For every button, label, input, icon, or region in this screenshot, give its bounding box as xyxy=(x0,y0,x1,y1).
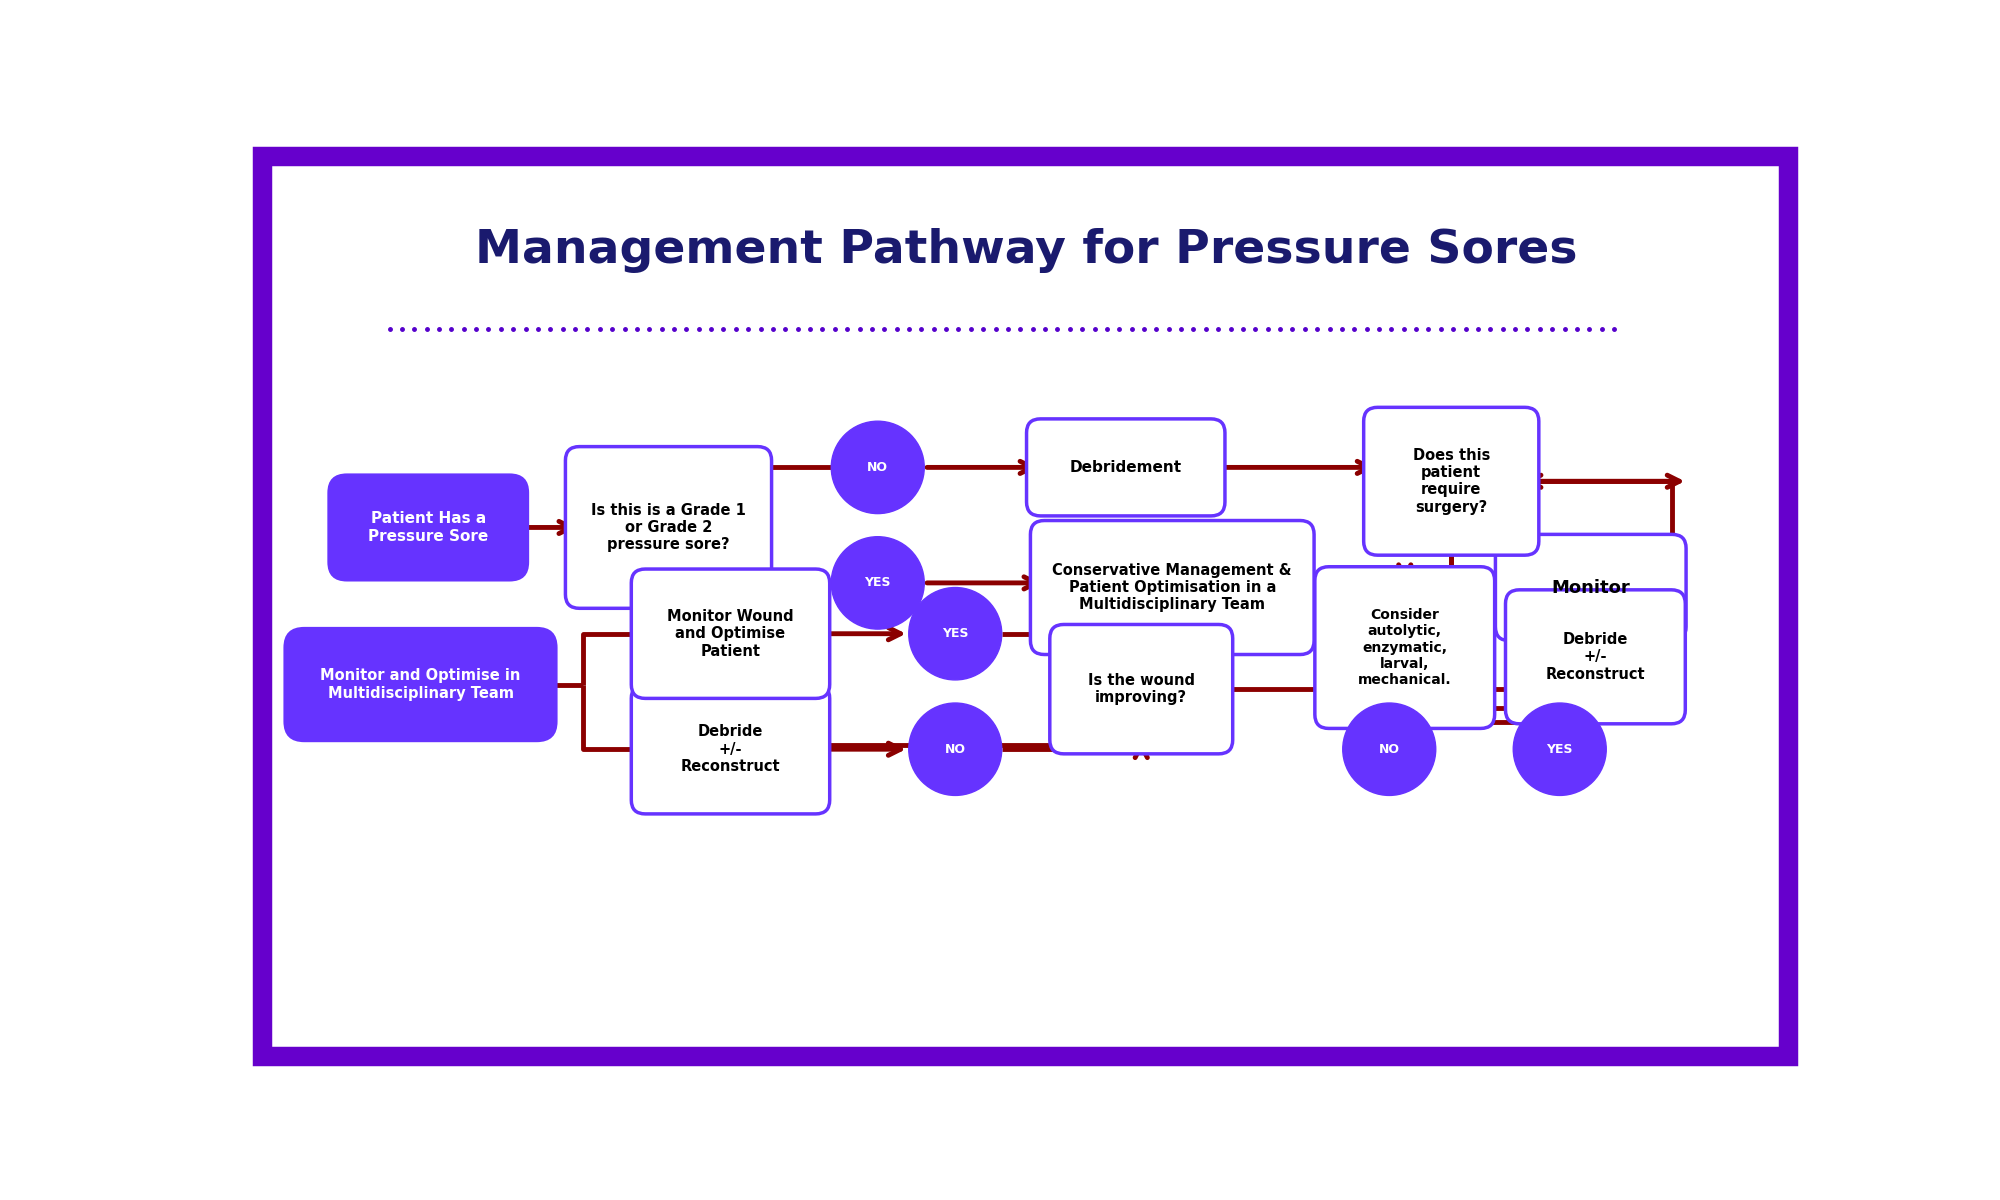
Text: Monitor and Optimise in
Multidisciplinary Team: Monitor and Optimise in Multidisciplinar… xyxy=(320,668,520,701)
Ellipse shape xyxy=(1514,703,1606,796)
Text: YES: YES xyxy=(864,576,892,589)
Ellipse shape xyxy=(832,536,924,629)
FancyBboxPatch shape xyxy=(1506,590,1686,724)
Text: NO: NO xyxy=(944,743,966,756)
Ellipse shape xyxy=(908,703,1002,796)
FancyBboxPatch shape xyxy=(1314,566,1494,728)
Text: YES: YES xyxy=(1546,743,1572,756)
FancyBboxPatch shape xyxy=(284,626,558,742)
Ellipse shape xyxy=(908,588,1002,680)
Text: Is the wound
improving?: Is the wound improving? xyxy=(1088,673,1194,706)
Text: Patient Has a
Pressure Sore: Patient Has a Pressure Sore xyxy=(368,511,488,544)
FancyBboxPatch shape xyxy=(328,474,530,582)
Text: Is this is a Grade 1
or Grade 2
pressure sore?: Is this is a Grade 1 or Grade 2 pressure… xyxy=(592,503,746,552)
FancyBboxPatch shape xyxy=(632,684,830,814)
Text: Consider
autolytic,
enzymatic,
larval,
mechanical.: Consider autolytic, enzymatic, larval, m… xyxy=(1358,608,1452,686)
FancyBboxPatch shape xyxy=(1030,521,1314,654)
FancyBboxPatch shape xyxy=(1364,407,1538,556)
Text: NO: NO xyxy=(868,461,888,474)
Text: Does this
patient
require
surgery?: Does this patient require surgery? xyxy=(1412,448,1490,515)
FancyBboxPatch shape xyxy=(1050,624,1232,754)
Text: Monitor Wound
and Optimise
Patient: Monitor Wound and Optimise Patient xyxy=(668,608,794,659)
FancyBboxPatch shape xyxy=(632,569,830,698)
Text: Debride
+/-
Reconstruct: Debride +/- Reconstruct xyxy=(680,725,780,774)
Text: YES: YES xyxy=(942,628,968,641)
Text: Monitor: Monitor xyxy=(1552,578,1630,596)
Text: Management Pathway for Pressure Sores: Management Pathway for Pressure Sores xyxy=(474,228,1578,272)
Ellipse shape xyxy=(832,421,924,514)
Text: Debride
+/-
Reconstruct: Debride +/- Reconstruct xyxy=(1546,632,1646,682)
Text: NO: NO xyxy=(1378,743,1400,756)
FancyBboxPatch shape xyxy=(1496,534,1686,641)
Text: Conservative Management &
Patient Optimisation in a
Multidisciplinary Team: Conservative Management & Patient Optimi… xyxy=(1052,563,1292,612)
Text: Debridement: Debridement xyxy=(1070,460,1182,475)
Ellipse shape xyxy=(1342,703,1436,796)
FancyBboxPatch shape xyxy=(566,446,772,608)
FancyBboxPatch shape xyxy=(1026,419,1224,516)
